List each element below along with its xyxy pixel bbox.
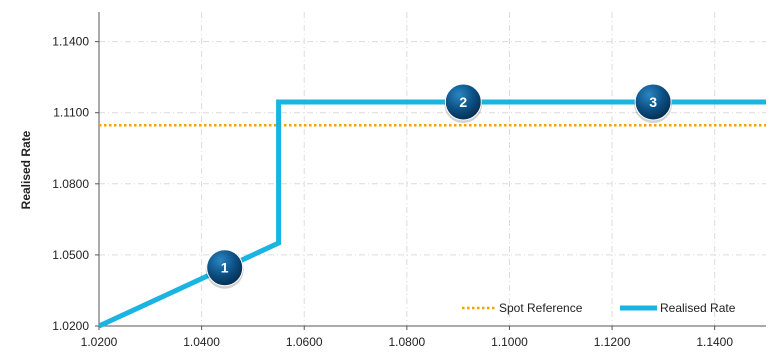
- marker-2: 2: [444, 83, 483, 124]
- y-tick-label: 1.0500: [52, 248, 89, 262]
- legend-label-realised-rate: Realised Rate: [660, 301, 736, 315]
- legend-label-spot-reference: Spot Reference: [499, 301, 583, 315]
- series-lines: [97, 99, 766, 329]
- marker-label: 1: [221, 260, 229, 276]
- x-tick-label: 1.0800: [388, 335, 425, 349]
- x-tick-label: 1.1400: [696, 335, 733, 349]
- marker-3: 3: [634, 83, 673, 124]
- marker-label: 2: [459, 94, 467, 110]
- x-tick-label: 1.1000: [491, 335, 528, 349]
- tick-labels: 1.0200 1.0400 1.0600 1.0800 1.1000 1.1200 1.14…: [52, 35, 733, 349]
- markers: 1 2 3: [205, 83, 673, 289]
- marker-circle: [206, 249, 244, 287]
- y-tick-label: 1.0800: [52, 177, 89, 191]
- marker-circle: [634, 83, 672, 121]
- y-tick-label: 1.1400: [52, 35, 89, 49]
- x-tick-label: 1.0600: [286, 335, 323, 349]
- series-line-realised-rate: [97, 99, 766, 329]
- x-tick-label: 1.0400: [183, 335, 220, 349]
- axes: [95, 12, 766, 330]
- marker-label: 3: [649, 94, 657, 110]
- x-tick-label: 1.0200: [81, 335, 118, 349]
- legend: Spot Reference Realised Rate: [462, 301, 736, 315]
- y-axis-label: Realised Rate: [19, 130, 33, 209]
- x-tick-label: 1.1200: [594, 335, 631, 349]
- y-tick-label: 1.1100: [53, 106, 89, 120]
- y-tick-label: 1.0200: [52, 319, 89, 333]
- marker-1: 1: [205, 249, 244, 289]
- marker-circle: [444, 83, 482, 121]
